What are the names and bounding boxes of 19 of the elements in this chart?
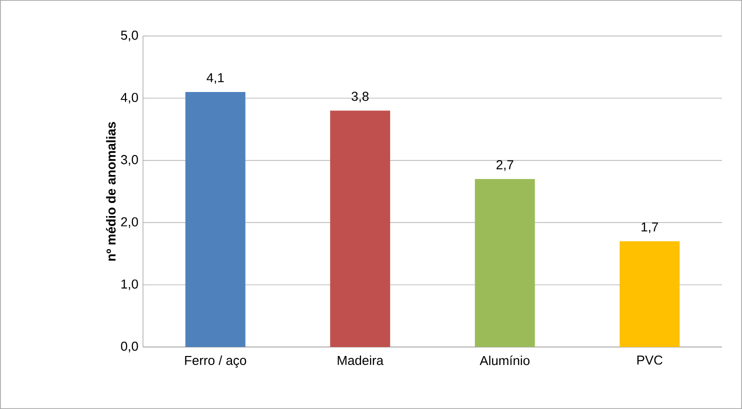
data-label: 4,1 <box>206 73 224 84</box>
x-tick-label: Alumínio <box>480 356 530 366</box>
y-tick-label: 0,0 <box>120 342 138 352</box>
y-tick-label: 5,0 <box>120 30 138 42</box>
y-tick-label: 4,0 <box>120 92 138 104</box>
data-label: 2,7 <box>496 160 514 171</box>
x-tick-label: PVC <box>637 356 662 365</box>
y-tick-label: 2,0 <box>121 217 138 228</box>
bar <box>330 110 390 347</box>
y-axis-title: nº médio de anomalias <box>106 122 116 261</box>
bar <box>185 92 246 347</box>
x-tick-label: Ferro / aço <box>185 356 246 368</box>
y-tick-label: 3,0 <box>120 155 138 166</box>
x-tick-label: Madeira <box>338 356 384 366</box>
data-label: 3,8 <box>352 92 369 102</box>
bar <box>474 179 535 347</box>
bar <box>620 241 680 347</box>
y-tick-label: 1,0 <box>121 279 138 290</box>
data-label: 1,7 <box>642 222 658 234</box>
